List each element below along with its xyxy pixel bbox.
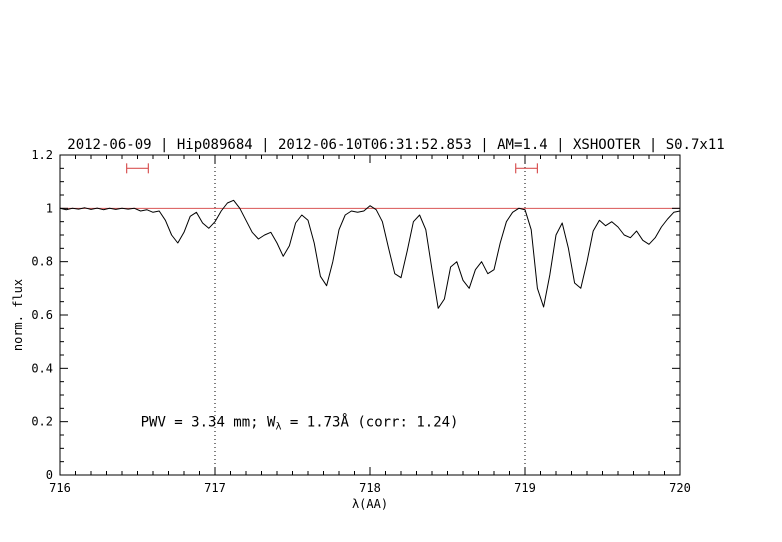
y-tick-label: 1: [46, 201, 53, 215]
fit-range-marker: [515, 163, 539, 174]
x-axis-label: λ(AA): [352, 497, 388, 511]
y-tick-label: 0.2: [31, 415, 53, 429]
y-tick-label: 0.6: [31, 308, 53, 322]
annotation-lambda-subscript: λ: [275, 422, 281, 433]
y-axis-label: norm. flux: [11, 279, 25, 351]
y-tick-label: 0: [46, 468, 53, 482]
pwv-annotation: PWV = 3.34 mm; Wλ = 1.73Å (corr: 1.24): [141, 414, 459, 433]
x-tick-label: 720: [669, 481, 691, 495]
y-tick-label: 1.2: [31, 148, 53, 162]
x-tick-label: 716: [49, 481, 71, 495]
plot-generated-layer: 716 717 718 719 720 0 0.2 0.4 0.6 0.8 1 1.2: [31, 148, 691, 495]
x-tick-label: 719: [514, 481, 536, 495]
y-tick-label: 0.8: [31, 255, 53, 269]
fit-range-marker: [126, 163, 149, 174]
annotation-suffix: = 1.73Å (corr: 1.24): [281, 414, 458, 431]
plot-frame: [59, 154, 681, 476]
plot-title: 2012-06-09 | Hip089684 | 2012-06-10T06:3…: [67, 137, 724, 153]
y-tick-label: 0.4: [31, 361, 53, 375]
x-tick-label: 718: [359, 481, 381, 495]
annotation-prefix: PWV = 3.34 mm; W: [141, 415, 276, 431]
spectrum-line: [59, 199, 681, 309]
x-tick-label: 717: [204, 481, 226, 495]
